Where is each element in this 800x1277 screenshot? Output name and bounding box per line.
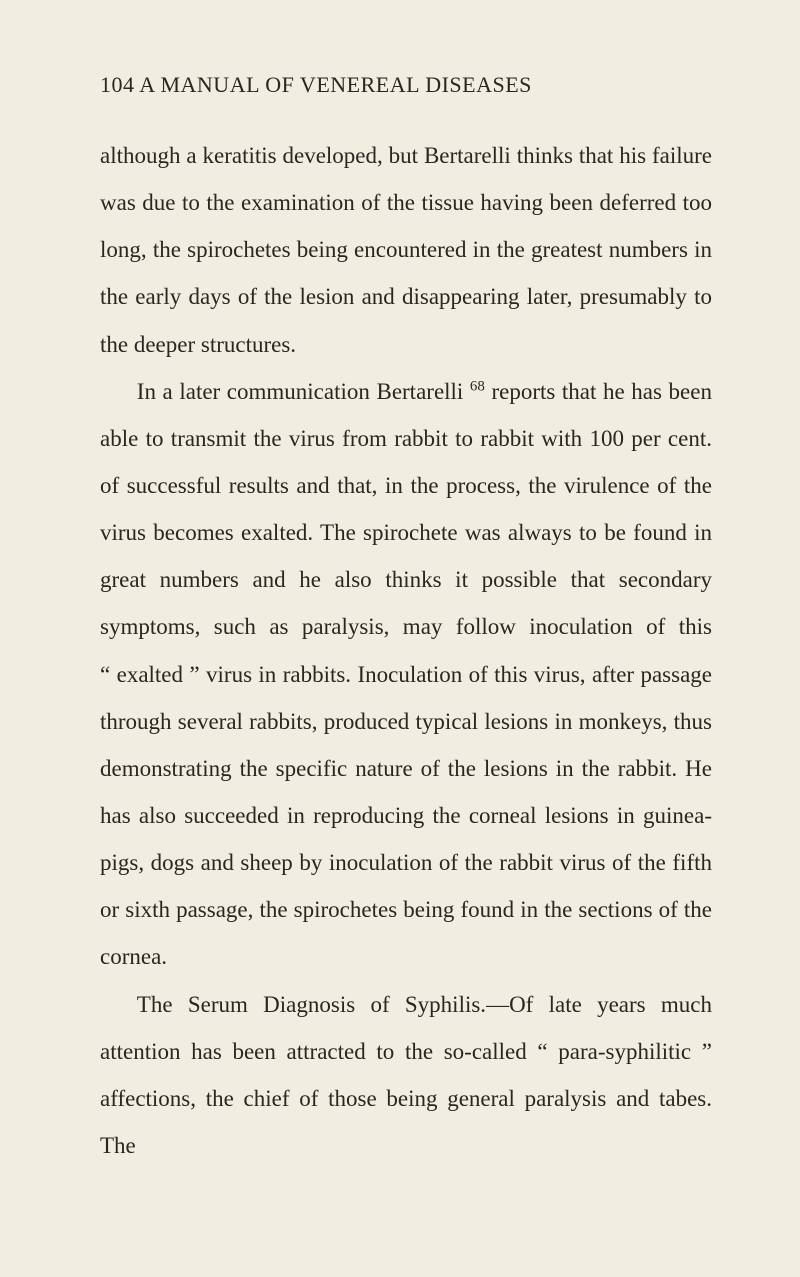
footnote-ref-68: 68 <box>470 378 485 394</box>
paragraph-3-lead: The Serum Diagnosis of Syphilis. <box>137 992 486 1017</box>
paragraph-2: In a later communication Bertarelli 68 r… <box>100 368 712 981</box>
paragraph-1: although a keratitis developed, but Bert… <box>100 132 712 368</box>
paragraph-2-part-b: reports that he has been able to transmi… <box>100 379 712 970</box>
body-text: although a keratitis developed, but Bert… <box>100 132 712 1169</box>
paragraph-2-part-a: In a later communication Bertarelli <box>137 379 470 404</box>
running-title: A MANUAL OF VENEREAL DISEASES <box>139 72 532 97</box>
paragraph-3: The Serum Diagnosis of Syphilis.—Of late… <box>100 981 712 1170</box>
running-head: 104 A MANUAL OF VENEREAL DISEASES <box>100 72 712 98</box>
page-number: 104 <box>100 72 135 97</box>
book-page: 104 A MANUAL OF VENEREAL DISEASES althou… <box>0 0 800 1277</box>
